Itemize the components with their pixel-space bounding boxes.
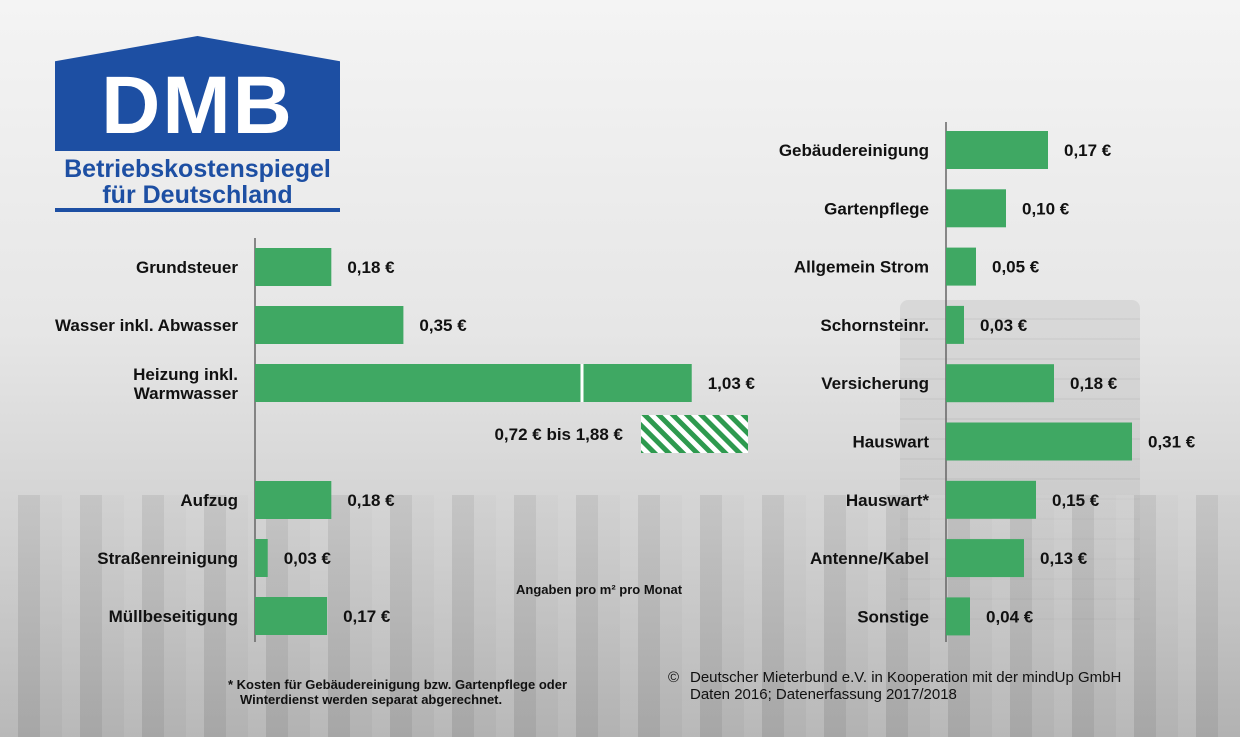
credit-line1: Deutscher Mieterbund e.V. in Kooperation… bbox=[690, 669, 1122, 686]
left-chart: Grundsteuer 0,18 € Wasser inkl. Abwasser 0,… bbox=[55, 238, 756, 642]
value-label: 0,04 € bbox=[986, 607, 1034, 626]
bar bbox=[946, 539, 1024, 578]
category-label: Heizung inkl. Warmwasser bbox=[133, 365, 238, 403]
value-label: 0,17 € bbox=[343, 607, 391, 626]
bar bbox=[255, 539, 268, 577]
category-label-line: Grundsteuer bbox=[136, 258, 238, 277]
credit-line2: Daten 2016; Datenerfassung 2017/2018 bbox=[690, 686, 957, 703]
category-label-line: Straßenreinigung bbox=[97, 549, 238, 568]
bar bbox=[255, 481, 332, 519]
bar bbox=[255, 364, 692, 402]
value-label: 0,03 € bbox=[980, 316, 1028, 335]
unit-note: Angaben pro m² pro Monat bbox=[516, 582, 683, 597]
bar bbox=[946, 131, 1048, 169]
bar bbox=[946, 247, 976, 286]
category-label: Versicherung bbox=[821, 374, 929, 393]
bar bbox=[946, 480, 1036, 519]
value-label: 0,18 € bbox=[347, 258, 395, 277]
value-label: 1,03 € bbox=[708, 374, 756, 393]
logo-house-shape bbox=[55, 36, 340, 151]
footnote: * Kosten für Gebäudereinigung bzw. Garte… bbox=[228, 677, 608, 707]
logo-subtitle-line1: Betriebskostenspiegel bbox=[64, 155, 331, 183]
dmb-logo: DMB Betriebskostenspiegel für Deutschlan… bbox=[55, 36, 340, 214]
value-label: 0,10 € bbox=[1022, 199, 1070, 218]
logo-title: DMB bbox=[101, 60, 294, 151]
footnote-line1: * Kosten für Gebäudereinigung bzw. Garte… bbox=[228, 677, 567, 692]
range-label: 0,72 € bis 1,88 € bbox=[494, 425, 623, 444]
bar bbox=[255, 306, 404, 344]
category-label: Wasser inkl. Abwasser bbox=[55, 316, 238, 335]
category-label-line: Heizung inkl. bbox=[133, 365, 238, 384]
bar bbox=[946, 597, 970, 636]
logo-subtitle-line2: für Deutschland bbox=[102, 181, 293, 209]
copyright-symbol: © bbox=[668, 669, 680, 686]
credit-text: Deutscher Mieterbund e.V. in Kooperation… bbox=[690, 669, 1210, 703]
value-label: 0,15 € bbox=[1052, 491, 1100, 510]
bar bbox=[946, 305, 964, 344]
category-label: Hauswart* bbox=[846, 491, 930, 510]
value-label: 0,31 € bbox=[1148, 433, 1196, 452]
category-label: Grundsteuer bbox=[136, 258, 238, 277]
category-label: Aufzug bbox=[180, 491, 238, 510]
category-label-line: Warmwasser bbox=[134, 384, 239, 403]
background-roof bbox=[0, 495, 1240, 737]
bar bbox=[946, 189, 1006, 228]
category-label: Gartenpflege bbox=[824, 199, 929, 218]
category-label: Allgemein Strom bbox=[794, 258, 929, 277]
bar bbox=[255, 597, 328, 635]
bar bbox=[946, 364, 1054, 403]
value-label: 0,05 € bbox=[992, 258, 1040, 277]
category-label: Sonstige bbox=[857, 607, 929, 626]
bar bbox=[255, 248, 332, 286]
logo-subtitle: Betriebskostenspiegel für Deutschland bbox=[55, 156, 340, 208]
logo-underline bbox=[55, 208, 340, 212]
footnote-line2: Winterdienst werden separat abgerechnet. bbox=[240, 692, 503, 707]
value-label: 0,17 € bbox=[1064, 141, 1112, 160]
category-label-line: Wasser inkl. Abwasser bbox=[55, 316, 238, 335]
category-label: Straßenreinigung bbox=[97, 549, 238, 568]
category-label: Schornsteinr. bbox=[820, 316, 929, 335]
value-label: 0,18 € bbox=[347, 491, 395, 510]
category-label: Antenne/Kabel bbox=[810, 549, 929, 568]
right-chart: Gebäudereinigung 0,17 € Gartenpflege 0,10 €… bbox=[779, 122, 1196, 642]
value-label: 0,18 € bbox=[1070, 374, 1118, 393]
category-label: Müllbeseitigung bbox=[109, 607, 238, 626]
value-label: 0,03 € bbox=[284, 549, 332, 568]
category-label: Gebäudereinigung bbox=[779, 141, 929, 160]
category-label-line: Aufzug bbox=[180, 491, 238, 510]
range-hatch-box bbox=[641, 415, 748, 453]
category-label-line: Müllbeseitigung bbox=[109, 607, 238, 626]
value-label: 0,35 € bbox=[419, 316, 467, 335]
value-label: 0,13 € bbox=[1040, 549, 1088, 568]
bar bbox=[946, 422, 1132, 461]
category-label: Hauswart bbox=[852, 433, 929, 452]
